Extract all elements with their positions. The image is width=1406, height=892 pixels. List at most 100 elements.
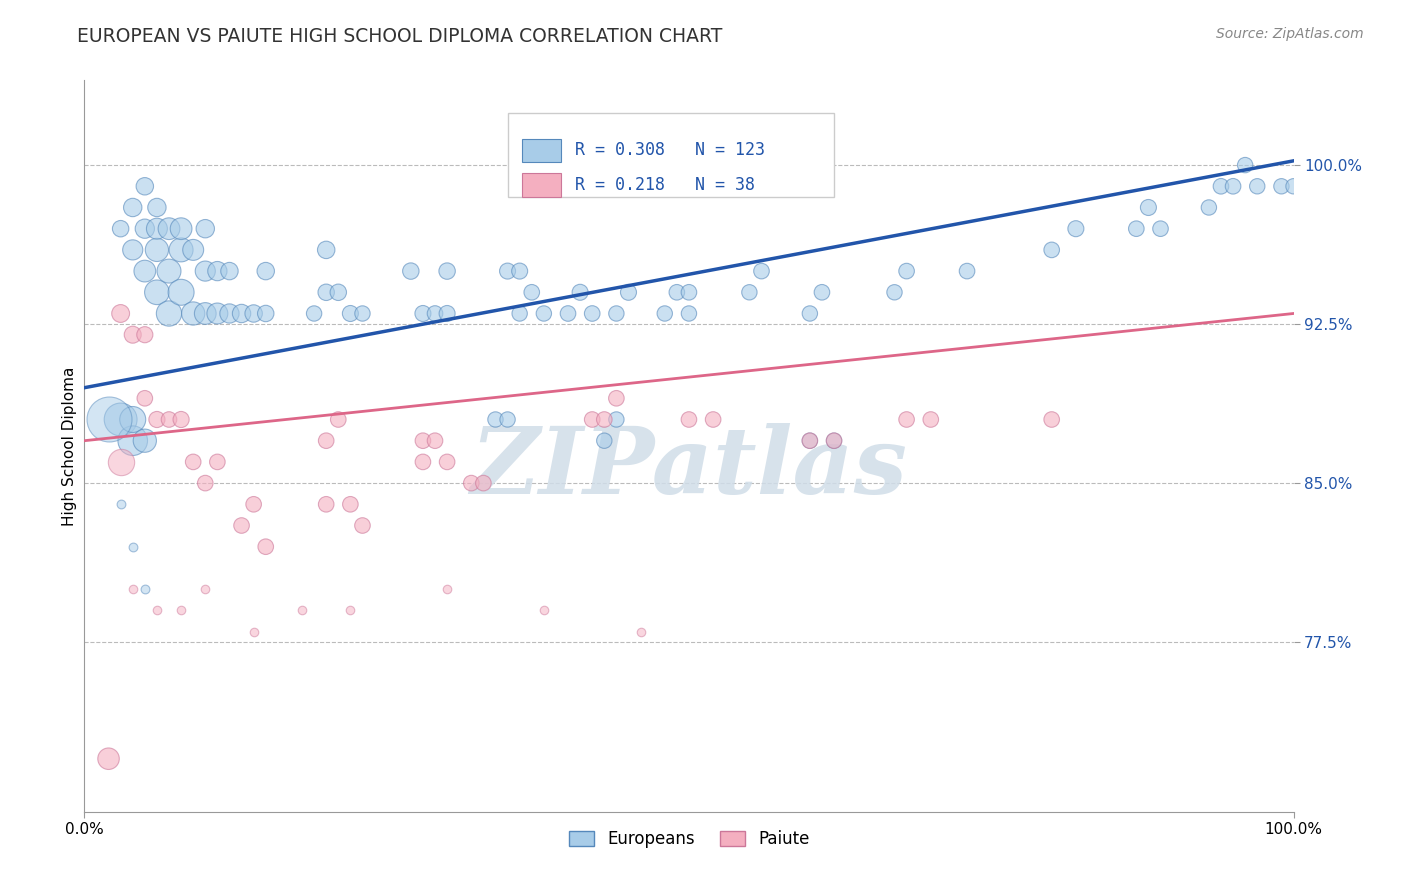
Point bbox=[121, 243, 143, 257]
Point bbox=[291, 603, 314, 617]
Point bbox=[557, 306, 579, 320]
Point bbox=[678, 412, 700, 426]
Point bbox=[412, 455, 434, 469]
Point bbox=[328, 412, 350, 426]
Point bbox=[315, 434, 337, 448]
Point bbox=[1222, 179, 1244, 194]
Text: EUROPEAN VS PAIUTE HIGH SCHOOL DIPLOMA CORRELATION CHART: EUROPEAN VS PAIUTE HIGH SCHOOL DIPLOMA C… bbox=[77, 27, 723, 45]
Point bbox=[665, 285, 688, 300]
Bar bbox=[522, 139, 561, 162]
Point bbox=[799, 306, 821, 320]
Point bbox=[146, 243, 169, 257]
Point bbox=[896, 412, 918, 426]
Point bbox=[254, 540, 277, 554]
Point bbox=[423, 306, 446, 320]
Point bbox=[134, 221, 156, 235]
Point bbox=[593, 434, 616, 448]
Text: R = 0.218   N = 38: R = 0.218 N = 38 bbox=[575, 176, 755, 194]
Point bbox=[509, 306, 531, 320]
Point bbox=[412, 306, 434, 320]
Point bbox=[97, 412, 120, 426]
Point bbox=[328, 285, 350, 300]
Point bbox=[110, 497, 132, 511]
Point bbox=[423, 434, 446, 448]
Point bbox=[231, 306, 253, 320]
Point bbox=[533, 603, 555, 617]
Point bbox=[399, 264, 422, 278]
Point bbox=[207, 306, 229, 320]
Point bbox=[194, 582, 217, 596]
Point bbox=[1246, 179, 1268, 194]
Point bbox=[436, 264, 458, 278]
Point bbox=[593, 412, 616, 426]
Point bbox=[254, 306, 277, 320]
Point bbox=[496, 412, 519, 426]
Point bbox=[436, 455, 458, 469]
Point bbox=[231, 518, 253, 533]
Point bbox=[110, 455, 132, 469]
Point bbox=[1040, 243, 1063, 257]
Point bbox=[121, 412, 143, 426]
Point bbox=[194, 476, 217, 491]
Text: ZIPatlas: ZIPatlas bbox=[471, 423, 907, 513]
Point bbox=[533, 306, 555, 320]
Point bbox=[207, 264, 229, 278]
Point bbox=[630, 624, 652, 639]
Point bbox=[617, 285, 640, 300]
Point bbox=[1149, 221, 1171, 235]
Point bbox=[484, 412, 506, 426]
Point bbox=[207, 455, 229, 469]
Point bbox=[181, 306, 204, 320]
Point bbox=[581, 412, 603, 426]
Point bbox=[134, 327, 156, 342]
Point bbox=[460, 476, 482, 491]
Point bbox=[436, 306, 458, 320]
Point bbox=[436, 582, 458, 596]
Point bbox=[218, 306, 240, 320]
Point bbox=[121, 582, 143, 596]
Point bbox=[472, 476, 495, 491]
Point bbox=[678, 285, 700, 300]
Point bbox=[339, 603, 361, 617]
Point bbox=[157, 221, 180, 235]
Point bbox=[194, 221, 217, 235]
Point bbox=[605, 392, 627, 406]
Point bbox=[605, 412, 627, 426]
Point bbox=[121, 327, 143, 342]
Point bbox=[569, 285, 592, 300]
FancyBboxPatch shape bbox=[508, 113, 834, 197]
Point bbox=[339, 497, 361, 511]
Point bbox=[157, 306, 180, 320]
Point bbox=[134, 179, 156, 194]
Point bbox=[956, 264, 979, 278]
Point bbox=[509, 264, 531, 278]
Point bbox=[170, 603, 193, 617]
Point bbox=[181, 455, 204, 469]
Point bbox=[110, 221, 132, 235]
Point bbox=[194, 264, 217, 278]
Y-axis label: High School Diploma: High School Diploma bbox=[62, 367, 77, 525]
Point bbox=[883, 285, 905, 300]
Point bbox=[218, 264, 240, 278]
Point bbox=[1234, 158, 1257, 172]
Point bbox=[146, 221, 169, 235]
Point bbox=[242, 306, 264, 320]
Point bbox=[581, 306, 603, 320]
Point bbox=[654, 306, 676, 320]
Point bbox=[170, 285, 193, 300]
Point bbox=[823, 434, 845, 448]
Point bbox=[920, 412, 942, 426]
Point bbox=[110, 306, 132, 320]
Point bbox=[134, 582, 156, 596]
Point bbox=[1040, 412, 1063, 426]
Point bbox=[738, 285, 761, 300]
Point bbox=[134, 434, 156, 448]
Point bbox=[1209, 179, 1232, 194]
Point bbox=[1270, 179, 1292, 194]
Point bbox=[823, 434, 845, 448]
Point bbox=[1282, 179, 1305, 194]
Point bbox=[146, 201, 169, 215]
Point bbox=[242, 624, 264, 639]
Point bbox=[315, 497, 337, 511]
Point bbox=[181, 243, 204, 257]
